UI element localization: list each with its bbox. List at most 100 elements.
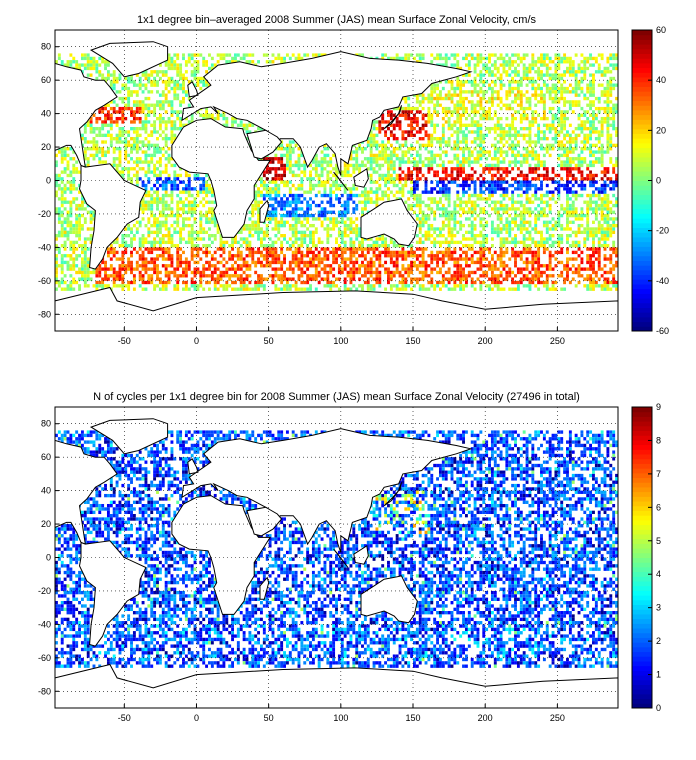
data-cell [589, 93, 593, 97]
data-cell [236, 250, 240, 255]
data-cell [592, 244, 595, 248]
data-cell [187, 180, 191, 184]
data-cell [508, 123, 512, 127]
data-cell [534, 220, 538, 224]
data-cell [537, 86, 541, 91]
data-cell [130, 143, 133, 148]
data-cell [566, 100, 569, 104]
data-cell [375, 197, 379, 201]
data-cell [135, 140, 139, 144]
data-cell [294, 143, 298, 148]
data-cell [132, 237, 136, 241]
data-cell [612, 143, 616, 148]
data-cell [447, 250, 451, 255]
data-cell [485, 234, 489, 238]
data-cell [98, 150, 102, 154]
data-cell [176, 247, 180, 251]
data-cell [104, 66, 107, 71]
data-cell [600, 183, 604, 188]
data-cell [557, 180, 561, 184]
data-cell [248, 250, 252, 255]
data-cell [138, 133, 142, 138]
data-cell [199, 187, 203, 191]
data-cell [239, 227, 243, 231]
data-cell [329, 193, 333, 198]
data-cell [462, 80, 465, 84]
data-cell [72, 167, 76, 171]
data-cell [493, 173, 497, 178]
data-cell [583, 73, 587, 77]
data-cell [378, 163, 382, 168]
data-cell [424, 220, 428, 224]
data-cell [407, 53, 411, 57]
data-cell [537, 66, 541, 71]
data-cell [519, 113, 523, 117]
data-cell [274, 227, 278, 231]
data-cell [121, 106, 125, 111]
data-cell [78, 223, 81, 228]
data-cell [69, 53, 73, 57]
data-cell [184, 70, 188, 74]
data-cell [115, 116, 119, 121]
data-cell [534, 250, 538, 255]
data-cell [560, 247, 564, 251]
data-cell [259, 190, 263, 194]
data-cell [280, 220, 284, 224]
data-cell [554, 200, 558, 204]
data-cell [311, 213, 315, 218]
data-cell [522, 213, 526, 218]
data-cell [470, 237, 474, 241]
data-cell [427, 227, 431, 231]
data-cell [612, 170, 616, 174]
data-cell [574, 210, 578, 214]
data-cell [306, 254, 310, 258]
data-cell [202, 244, 206, 248]
data-cell [193, 254, 197, 258]
data-cell [612, 66, 616, 71]
data-cell [179, 123, 183, 127]
data-cell [473, 190, 477, 194]
data-cell [317, 160, 321, 164]
data-cell [441, 106, 445, 111]
data-cell [453, 143, 457, 148]
data-cell [179, 190, 183, 194]
data-cell [153, 200, 157, 204]
data-cell [164, 250, 168, 255]
data-cell [384, 193, 388, 198]
data-cell [340, 170, 344, 174]
data-cell [424, 213, 428, 218]
data-cell [568, 167, 572, 171]
data-cell [92, 126, 96, 131]
data-cell [462, 177, 465, 181]
data-cell [545, 183, 549, 188]
data-cell [580, 106, 584, 111]
data-cell [499, 220, 503, 224]
data-cell [161, 153, 165, 158]
data-cell [597, 83, 601, 87]
data-cell [441, 250, 445, 255]
data-cell [311, 183, 315, 188]
data-cell [430, 120, 434, 124]
data-cell [436, 190, 439, 194]
data-cell [557, 190, 561, 194]
data-cell [262, 180, 266, 184]
data-cell [456, 93, 460, 97]
data-cell [392, 170, 396, 174]
data-cell [164, 203, 168, 208]
data-cell [493, 163, 497, 168]
data-cell [257, 60, 260, 64]
data-cell [277, 53, 281, 57]
data-cell [502, 150, 506, 154]
data-cell [421, 106, 425, 111]
data-cell [583, 140, 587, 144]
data-cell [277, 147, 281, 151]
data-cell [147, 140, 151, 144]
data-cell [150, 197, 154, 201]
data-cell [407, 203, 411, 208]
data-cell [603, 106, 607, 111]
data-cell [592, 250, 595, 255]
data-cell [176, 86, 180, 91]
data-cell [548, 93, 552, 97]
data-cell [462, 90, 465, 94]
data-cell [407, 207, 411, 211]
